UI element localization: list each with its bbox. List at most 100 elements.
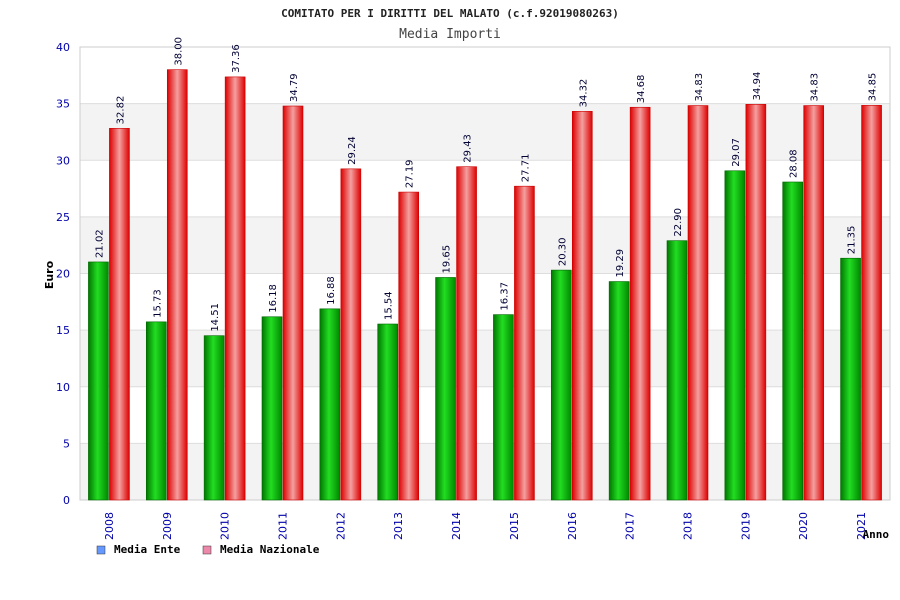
- legend-label-media-ente[interactable]: Media Ente: [114, 543, 181, 556]
- x-tick-label-2013: 2013: [392, 512, 405, 540]
- legend-swatch-media-nazionale: [202, 545, 212, 555]
- bar-media-ente-2009[interactable]: [145, 321, 167, 501]
- bar-media-ente-2014[interactable]: [435, 277, 456, 501]
- x-tick-label-2017: 2017: [624, 512, 637, 540]
- bar-media-nazionale-2021[interactable]: [861, 105, 882, 501]
- value-label-media-nazionale-2009: 38.00: [173, 37, 184, 66]
- bar-media-nazionale-2009[interactable]: [166, 69, 188, 501]
- grid-band: [80, 386, 890, 444]
- value-label-media-nazionale-2013: 27.19: [405, 159, 416, 188]
- value-label-media-nazionale-2019: 34.94: [752, 72, 763, 101]
- bar-media-ente-2008[interactable]: [88, 261, 109, 501]
- x-tick-label-2018: 2018: [682, 512, 695, 540]
- bar-media-ente-2019[interactable]: [724, 170, 746, 501]
- value-label-media-ente-2019: 29.07: [731, 138, 742, 167]
- y-tick-label: 0: [63, 494, 70, 507]
- bar-media-nazionale-2018[interactable]: [687, 105, 709, 501]
- bar-media-ente-2015[interactable]: [493, 314, 514, 501]
- bar-media-ente-2017[interactable]: [608, 281, 630, 501]
- x-tick-label-2014: 2014: [450, 512, 463, 540]
- legend-label-media-nazionale[interactable]: Media Nazionale: [220, 543, 320, 556]
- plot-background: [79, 46, 891, 501]
- x-tick-label-2012: 2012: [334, 512, 347, 540]
- y-tick-label: 30: [56, 154, 70, 167]
- bar-media-nazionale-2017[interactable]: [629, 106, 651, 501]
- value-label-media-nazionale-2020: 34.83: [810, 73, 821, 102]
- y-tick-label: 40: [56, 41, 70, 54]
- value-label-media-ente-2015: 16.37: [499, 282, 510, 311]
- y-axis: 0 5 10 15 20 25 30 35 40: [56, 41, 70, 507]
- y-tick-label: 35: [56, 98, 70, 111]
- value-label-media-nazionale-2010: 37.36: [231, 44, 242, 73]
- plot-frame: [79, 46, 891, 501]
- bar-media-nazionale-2014[interactable]: [456, 166, 477, 501]
- x-tick-label-2019: 2019: [739, 512, 752, 540]
- bar-media-ente-2020[interactable]: [782, 181, 804, 501]
- bar-media-nazionale-2012[interactable]: [340, 168, 362, 501]
- bar-media-ente-2012[interactable]: [319, 308, 341, 501]
- chart-subtitle: Media Importi: [399, 27, 501, 42]
- value-label-media-ente-2013: 15.54: [384, 291, 395, 320]
- y-tick-label: 5: [63, 437, 70, 450]
- y-tick-label: 25: [56, 211, 70, 224]
- x-tick-label-2008: 2008: [103, 512, 116, 540]
- grid-band: [80, 103, 890, 161]
- grid-band: [80, 443, 890, 500]
- y-axis-label: Euro: [43, 260, 56, 289]
- value-label-media-ente-2012: 16.88: [326, 276, 337, 305]
- value-label-media-ente-2016: 20.30: [557, 237, 568, 266]
- value-label-media-ente-2010: 14.51: [210, 303, 221, 332]
- x-tick-label-2021: 2021: [855, 512, 868, 540]
- value-label-media-ente-2014: 19.65: [442, 245, 453, 274]
- value-label-media-nazionale-2021: 34.85: [868, 73, 879, 102]
- x-tick-label-2011: 2011: [277, 512, 290, 540]
- value-label-media-nazionale-2015: 27.71: [520, 154, 531, 183]
- bar-media-nazionale-2020[interactable]: [803, 105, 825, 501]
- x-tick-label-2009: 2009: [161, 512, 174, 540]
- bars: [88, 69, 882, 501]
- value-label-media-nazionale-2016: 34.32: [578, 79, 589, 108]
- bar-media-ente-2016[interactable]: [550, 269, 572, 501]
- bar-media-nazionale-2013[interactable]: [398, 191, 420, 501]
- bar-media-nazionale-2019[interactable]: [745, 104, 767, 501]
- x-tick-label-2020: 2020: [797, 512, 810, 540]
- value-label-media-ente-2011: 16.18: [268, 284, 279, 313]
- y-tick-label: 20: [56, 268, 70, 281]
- value-label-media-nazionale-2008: 32.82: [115, 96, 126, 125]
- bar-media-nazionale-2011[interactable]: [282, 105, 304, 501]
- value-label-media-nazionale-2018: 34.83: [694, 73, 705, 102]
- bar-media-nazionale-2016[interactable]: [571, 111, 593, 501]
- value-label-media-ente-2017: 19.29: [615, 249, 626, 278]
- bar-media-nazionale-2008[interactable]: [109, 128, 130, 501]
- value-label-media-ente-2009: 15.73: [152, 289, 163, 318]
- legend: Media Ente Media Nazionale: [96, 543, 320, 556]
- bar-media-ente-2021[interactable]: [840, 257, 861, 501]
- x-axis: 2008 2009 2010 2011 2012 2013 2014 2015 2016 2017…: [103, 512, 868, 540]
- bar-labels: 21.02 32.82 15.73 38.00 14.51 37.36 16.18 34.79…: [94, 37, 878, 332]
- bar-media-ente-2011[interactable]: [261, 316, 283, 501]
- bar-media-nazionale-2015[interactable]: [514, 185, 535, 501]
- x-tick-label-2015: 2015: [508, 512, 521, 540]
- grid-band: [80, 216, 890, 274]
- value-label-media-nazionale-2014: 29.43: [463, 134, 474, 163]
- chart-title: COMITATO PER I DIRITTI DEL MALATO (c.f.9…: [281, 7, 619, 20]
- value-label-media-nazionale-2011: 34.79: [289, 73, 300, 102]
- value-label-media-nazionale-2017: 34.68: [636, 75, 647, 104]
- bar-media-ente-2013[interactable]: [377, 323, 399, 501]
- grid-band: [80, 160, 890, 217]
- bar-media-nazionale-2010[interactable]: [224, 76, 246, 501]
- x-tick-label-2016: 2016: [566, 512, 579, 540]
- y-tick-label: 10: [56, 381, 70, 394]
- value-label-media-ente-2021: 21.35: [847, 226, 858, 255]
- grid-band: [80, 47, 890, 104]
- grid-band: [80, 273, 890, 331]
- bar-media-ente-2010[interactable]: [203, 335, 225, 501]
- x-tick-label-2010: 2010: [219, 512, 232, 540]
- value-label-media-ente-2018: 22.90: [673, 208, 684, 237]
- value-label-media-ente-2020: 28.08: [789, 149, 800, 178]
- x-axis-label: Anno: [863, 528, 890, 541]
- bar-media-ente-2018[interactable]: [666, 240, 688, 501]
- grid-band: [80, 330, 890, 387]
- value-label-media-ente-2008: 21.02: [94, 229, 105, 258]
